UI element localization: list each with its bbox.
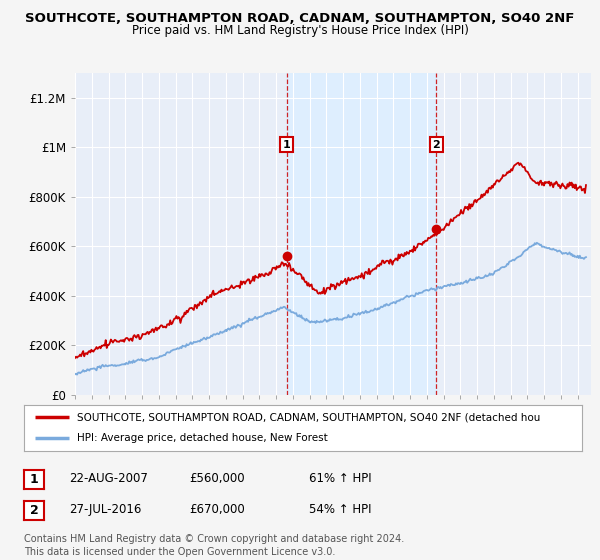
Text: 61% ↑ HPI: 61% ↑ HPI xyxy=(309,472,371,486)
Text: £670,000: £670,000 xyxy=(189,503,245,516)
Text: 1: 1 xyxy=(283,139,290,150)
Text: 22-AUG-2007: 22-AUG-2007 xyxy=(69,472,148,486)
Text: Price paid vs. HM Land Registry's House Price Index (HPI): Price paid vs. HM Land Registry's House … xyxy=(131,24,469,36)
Text: 1: 1 xyxy=(29,473,38,486)
Text: SOUTHCOTE, SOUTHAMPTON ROAD, CADNAM, SOUTHAMPTON, SO40 2NF (detached hou: SOUTHCOTE, SOUTHAMPTON ROAD, CADNAM, SOU… xyxy=(77,412,541,422)
Text: £560,000: £560,000 xyxy=(189,472,245,486)
Text: Contains HM Land Registry data © Crown copyright and database right 2024.
This d: Contains HM Land Registry data © Crown c… xyxy=(24,534,404,557)
Bar xyxy=(287,73,436,395)
Text: 2: 2 xyxy=(29,503,38,517)
Text: 2: 2 xyxy=(433,139,440,150)
Text: 54% ↑ HPI: 54% ↑ HPI xyxy=(309,503,371,516)
Text: HPI: Average price, detached house, New Forest: HPI: Average price, detached house, New … xyxy=(77,433,328,444)
Text: SOUTHCOTE, SOUTHAMPTON ROAD, CADNAM, SOUTHAMPTON, SO40 2NF: SOUTHCOTE, SOUTHAMPTON ROAD, CADNAM, SOU… xyxy=(25,12,575,25)
Text: 27-JUL-2016: 27-JUL-2016 xyxy=(69,503,142,516)
